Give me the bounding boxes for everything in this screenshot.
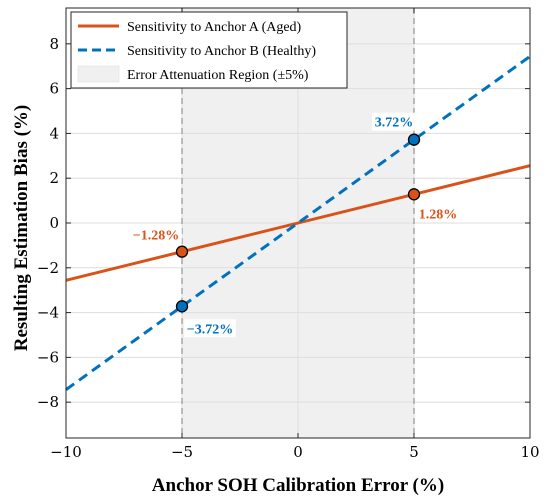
x-tick-label: 5 [409, 443, 419, 461]
annotation-background [416, 204, 460, 223]
annotation-label: 1.28% [419, 207, 458, 222]
y-tick-label: 2 [49, 169, 59, 187]
annotation-background [130, 225, 182, 244]
y-tick-label: 4 [49, 124, 59, 142]
y-tick-label: −2 [37, 259, 59, 277]
ticks-layer: −10 −5 0 5 10 −8 −6 −4 −2 0 2 4 6 8 [37, 8, 540, 461]
marker-anchor-a [175, 245, 189, 258]
series-line-anchor-a [65, 164, 531, 282]
legend-item-shaded-region-swatch [77, 65, 120, 83]
x-tick-label: 10 [520, 443, 539, 461]
annotation-background [184, 319, 236, 338]
y-tick-label: −4 [37, 304, 59, 322]
legend-item-anchor-b: Sensitivity to Anchor B (Healthy) [127, 44, 316, 59]
y-tick-label: 0 [49, 214, 59, 232]
marker-anchor-a [407, 188, 421, 201]
y-axis-title: Resulting Estimation Bias (%) [11, 105, 32, 352]
legend-item-anchor-a: Sensitivity to Anchor A (Aged) [127, 20, 302, 35]
series-layer [65, 55, 531, 391]
legend: Sensitivity to Anchor A (Aged) Sensitivit… [70, 11, 348, 89]
annotation-label: −1.28% [133, 229, 179, 244]
annotations-layer: −1.28% 1.28% −3.72% 3.72% [130, 112, 460, 338]
x-tick-label: 0 [293, 443, 303, 461]
y-tick-label: −6 [37, 348, 59, 366]
y-tick-label: 8 [49, 35, 59, 53]
marker-anchor-b [407, 133, 421, 146]
markers-layer [175, 133, 421, 313]
marker-anchor-b [175, 300, 189, 313]
annotation-label: −3.72% [187, 322, 233, 337]
x-tick-label: −10 [50, 443, 82, 461]
y-tick-label: 6 [49, 80, 59, 98]
y-tick-label: −8 [37, 393, 59, 411]
legend-item-shaded-region: Error Attenuation Region (±5%) [127, 68, 309, 83]
annotation-background [372, 112, 416, 131]
annotation-label: 3.72% [375, 116, 414, 131]
x-tick-label: −5 [171, 443, 193, 461]
x-axis-title: Anchor SOH Calibration Error (%) [152, 475, 444, 496]
